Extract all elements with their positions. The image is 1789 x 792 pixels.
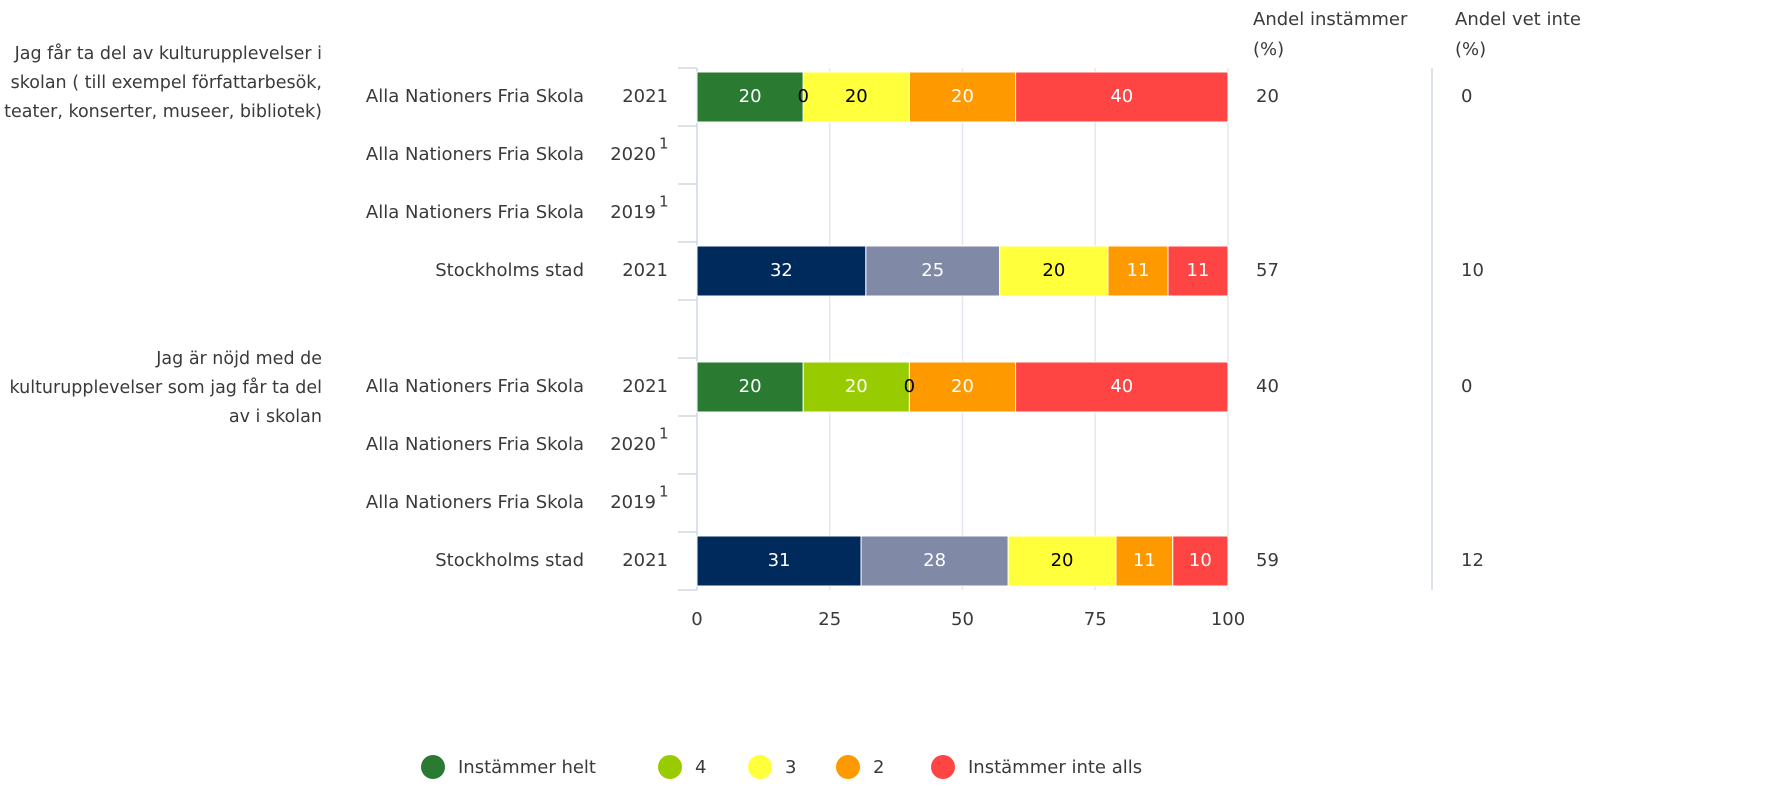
category-label: Stockholms stad [435,260,584,281]
legend-label: Instämmer inte alls [968,757,1142,778]
year-label: 2020 [610,144,656,165]
year-label: 2021 [622,376,668,397]
legend-swatch [658,755,682,779]
question-label: Jag får ta del av kulturupplevelser i sk… [4,44,322,122]
year-label: 2019 [610,202,656,223]
bar-segment [802,71,910,123]
bar-segment [696,535,862,587]
year-label: 2021 [622,86,668,107]
bar-segment [860,535,1009,587]
bar-segment [696,71,804,123]
data-label: 40 [1110,86,1133,107]
bar-segment [696,361,804,413]
bar-segment [999,245,1109,297]
category-label: Alla Nationers Fria Skola [366,492,584,513]
share-agree: 40 [1256,376,1279,397]
year-note: 1 [659,483,669,501]
bar-segment [1107,245,1169,297]
column-title: Andel vet inte (%) [1455,9,1581,60]
column-title: Andel instämmer (%) [1253,9,1408,60]
category-label: Alla Nationers Fria Skola [366,86,584,107]
bar-segment [865,245,1001,297]
legend-label: 2 [873,757,884,778]
bar-segment [1007,535,1117,587]
data-label: 20 [739,86,762,107]
share-agree: 57 [1256,260,1279,281]
legend-label: Instämmer helt [458,757,596,778]
year-label: 2019 [610,492,656,513]
share-dont-know: 0 [1461,376,1472,397]
data-label: 20 [951,86,974,107]
share-agree: 59 [1256,550,1279,571]
data-label: 40 [1110,376,1133,397]
bar-segment [802,361,910,413]
category-label: Stockholms stad [435,550,584,571]
x-tick-label: 50 [951,609,974,630]
bar-segment [1015,71,1229,123]
bar-segment [1172,535,1229,587]
legend-swatch [421,755,445,779]
legend-swatch [931,755,955,779]
share-agree: 20 [1256,86,1279,107]
data-label: 20 [845,86,868,107]
data-label: 11 [1133,550,1156,571]
data-label: 10 [1189,550,1212,571]
data-label: 20 [951,376,974,397]
data-label: 32 [770,260,793,281]
data-label: 11 [1187,260,1210,281]
data-label: 31 [768,550,791,571]
year-label: 2020 [610,434,656,455]
share-dont-know: 10 [1461,260,1484,281]
share-dont-know: 0 [1461,86,1472,107]
bar-segment [1115,535,1174,587]
share-dont-know: 12 [1461,550,1484,571]
category-label: Alla Nationers Fria Skola [366,144,584,165]
bar-segment [1015,361,1229,413]
x-tick-label: 100 [1211,609,1245,630]
data-label: 20 [845,376,868,397]
data-label: 11 [1127,260,1150,281]
data-label: 25 [921,260,944,281]
legend-swatch [748,755,772,779]
bar-segment [908,71,1017,123]
category-label: Alla Nationers Fria Skola [366,434,584,455]
data-label: 0 [904,376,915,397]
legend-label: 3 [785,757,796,778]
x-tick-label: 75 [1084,609,1107,630]
category-label: Alla Nationers Fria Skola [366,202,584,223]
data-label: 20 [1051,550,1074,571]
data-label: 0 [797,86,808,107]
year-note: 1 [659,135,669,153]
x-tick-label: 0 [691,609,702,630]
data-label: 20 [739,376,762,397]
category-label: Alla Nationers Fria Skola [366,376,584,397]
data-label: 28 [923,550,946,571]
bar-segment [908,361,1017,413]
bar-segment [696,245,867,297]
year-label: 2021 [622,550,668,571]
legend-label: 4 [695,757,706,778]
bar-segment [1167,245,1229,297]
data-label: 20 [1042,260,1065,281]
legend-swatch [836,755,860,779]
x-tick-label: 25 [818,609,841,630]
year-note: 1 [659,193,669,211]
year-note: 1 [659,425,669,443]
question-label: Jag är nöjd med de kulturupplevelser som… [9,349,322,427]
year-label: 2021 [622,260,668,281]
